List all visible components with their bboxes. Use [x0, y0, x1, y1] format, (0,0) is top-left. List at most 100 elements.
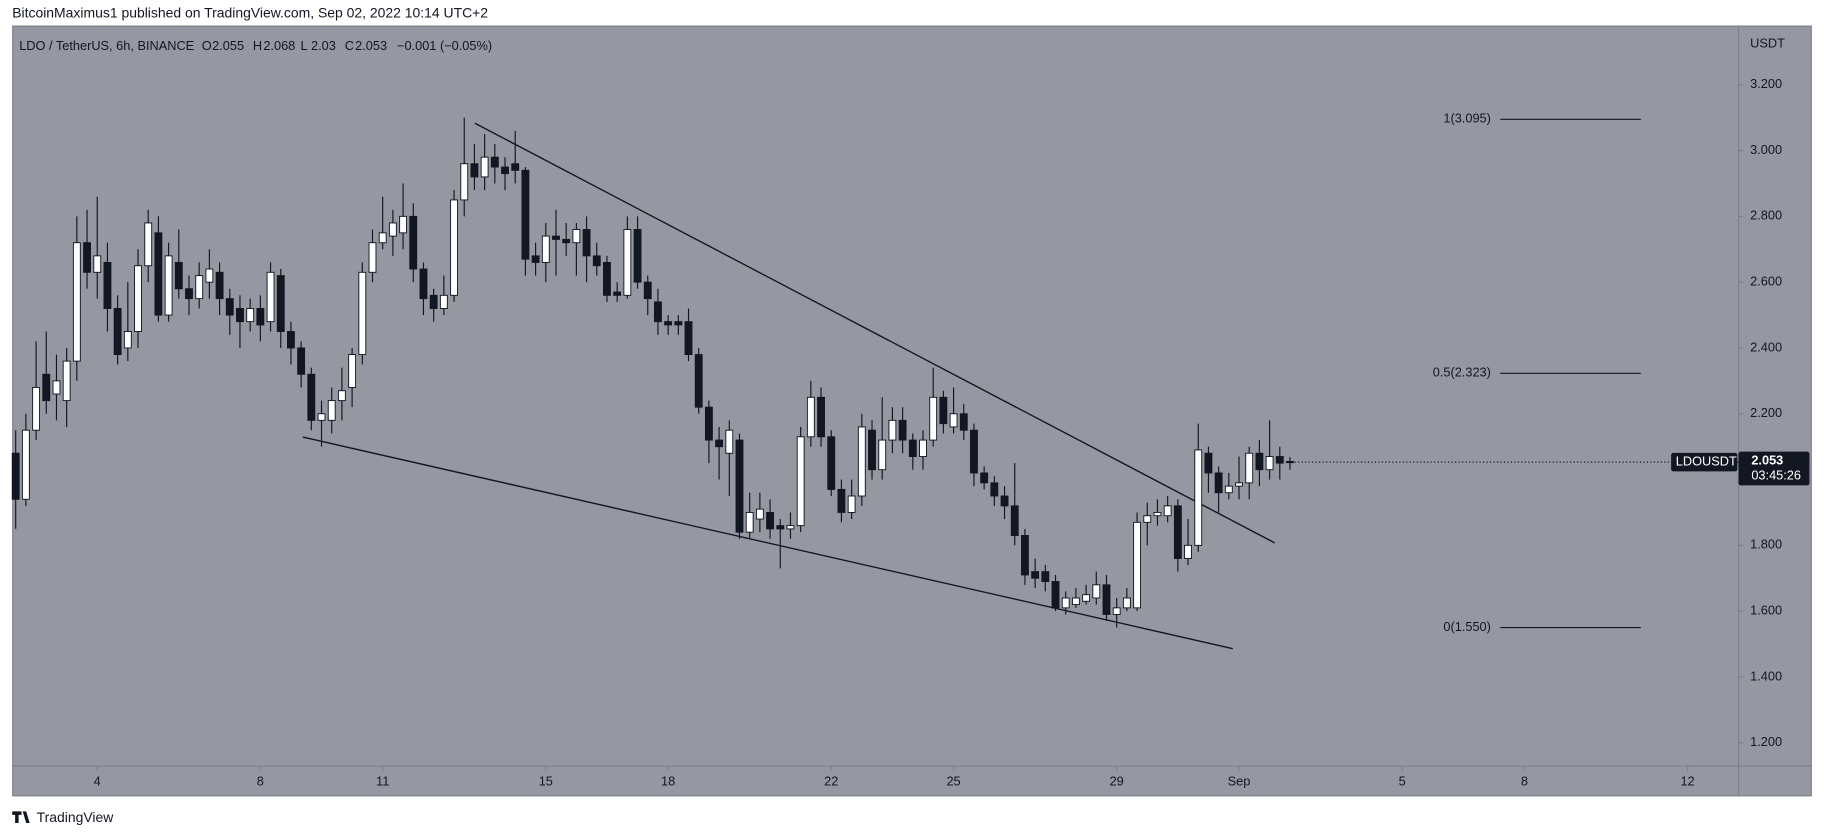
- candle-body: [613, 291, 622, 296]
- candle-body: [623, 229, 632, 296]
- candle-body: [562, 238, 571, 244]
- candle-body: [62, 360, 71, 402]
- candle-body: [358, 271, 367, 356]
- candle-body: [164, 255, 173, 316]
- candle-body: [1235, 482, 1243, 487]
- candle-body: [195, 275, 204, 300]
- candle-body: [531, 255, 540, 263]
- candle-body: [1224, 485, 1233, 494]
- chart-panel: [12, 25, 1812, 797]
- x-tick-label: Sep: [1228, 774, 1251, 789]
- x-tick-label: 5: [1399, 774, 1406, 789]
- candle-body: [429, 294, 438, 309]
- candle-body: [266, 271, 275, 323]
- candle-body: [847, 495, 856, 513]
- candle-body: [643, 281, 652, 300]
- candle-body: [908, 439, 917, 457]
- candle-body: [1163, 505, 1172, 517]
- candle-body: [388, 222, 397, 237]
- candle-body: [1051, 581, 1060, 609]
- x-tick-label: 25: [946, 774, 960, 789]
- footer-brand: TradingView: [37, 809, 115, 825]
- candle-body: [1082, 594, 1091, 602]
- candle-body: [715, 439, 724, 448]
- candle-body: [1102, 584, 1111, 615]
- price-tag-countdown: 03:45:26: [1751, 467, 1801, 482]
- y-tick-label: 3.200: [1750, 76, 1782, 91]
- candle-body: [592, 255, 601, 267]
- fib-level-label: 0.5(2.323): [1433, 365, 1491, 380]
- publish-header: BitcoinMaximus1 published on TradingView…: [12, 5, 488, 21]
- y-tick-label: 2.800: [1750, 208, 1782, 223]
- candle-body: [460, 163, 469, 201]
- price-axis-title: USDT: [1750, 36, 1785, 51]
- candle-body: [256, 308, 265, 326]
- x-tick-label: 18: [661, 774, 675, 789]
- candle-body: [439, 294, 448, 309]
- candle-body: [470, 163, 479, 178]
- x-tick-label: 11: [376, 774, 389, 789]
- candle-body: [1000, 495, 1009, 507]
- candle-body: [1214, 472, 1223, 494]
- candle-body: [766, 511, 775, 530]
- candle-body: [1010, 505, 1019, 536]
- candle-body: [1122, 597, 1131, 609]
- candle-body: [368, 242, 377, 273]
- candle-body: [725, 429, 734, 454]
- candle-body: [521, 169, 530, 260]
- panel-border: [12, 25, 1812, 797]
- y-tick-label: 2.600: [1750, 274, 1782, 289]
- candle-body: [337, 390, 346, 402]
- candle-body: [603, 261, 611, 296]
- candle-body: [480, 156, 489, 178]
- candle-body: [776, 525, 785, 530]
- candle-body: [541, 235, 550, 263]
- candle-body: [654, 301, 662, 323]
- candle-body: [409, 215, 418, 270]
- candle-body: [225, 298, 234, 316]
- y-tick-label: 3.000: [1750, 142, 1782, 157]
- candle-body: [103, 261, 112, 309]
- candle-body: [174, 261, 183, 290]
- x-tick-label: 12: [1680, 774, 1694, 789]
- candle-body: [827, 436, 836, 490]
- candle-body: [287, 331, 295, 349]
- candle-body: [134, 265, 142, 332]
- x-tick-label: 22: [824, 774, 838, 789]
- candle-body: [929, 396, 938, 441]
- candle-body: [93, 255, 102, 273]
- candle-body: [205, 268, 214, 283]
- symbol-tag: [1671, 452, 1738, 472]
- candle-body: [317, 413, 326, 421]
- candle-body: [1031, 571, 1040, 579]
- fib-level-label: 1(3.095): [1443, 111, 1491, 126]
- fib-level-label: 0(1.550): [1443, 619, 1491, 634]
- candle-body: [83, 242, 91, 273]
- candle-body: [399, 215, 408, 234]
- candle-body: [348, 354, 357, 388]
- y-tick-label: 1.600: [1750, 603, 1782, 618]
- candle-body: [1112, 607, 1121, 615]
- candle-body: [501, 166, 509, 175]
- candle-body: [796, 436, 805, 527]
- legend-value: 2.055: [212, 38, 244, 53]
- x-tick-label: 29: [1110, 774, 1124, 789]
- candle-body: [572, 229, 581, 244]
- candle-body: [806, 396, 815, 438]
- candle-body: [857, 426, 866, 497]
- legend-symbol: LDO / TetherUS, 6h, BINANCE: [19, 38, 194, 53]
- candle-body: [868, 429, 876, 471]
- footer-logo: [12, 811, 30, 824]
- candle-body: [215, 271, 224, 300]
- candle-body: [154, 232, 163, 316]
- candle-body: [1143, 515, 1152, 523]
- candle-body: [970, 429, 978, 474]
- candle-body: [246, 308, 255, 323]
- candle-body: [664, 321, 673, 326]
- candle-body: [898, 419, 907, 441]
- legend-field: H: [253, 38, 262, 53]
- candle-body: [1286, 460, 1294, 464]
- candle-body: [959, 413, 968, 431]
- candle-body: [42, 373, 51, 402]
